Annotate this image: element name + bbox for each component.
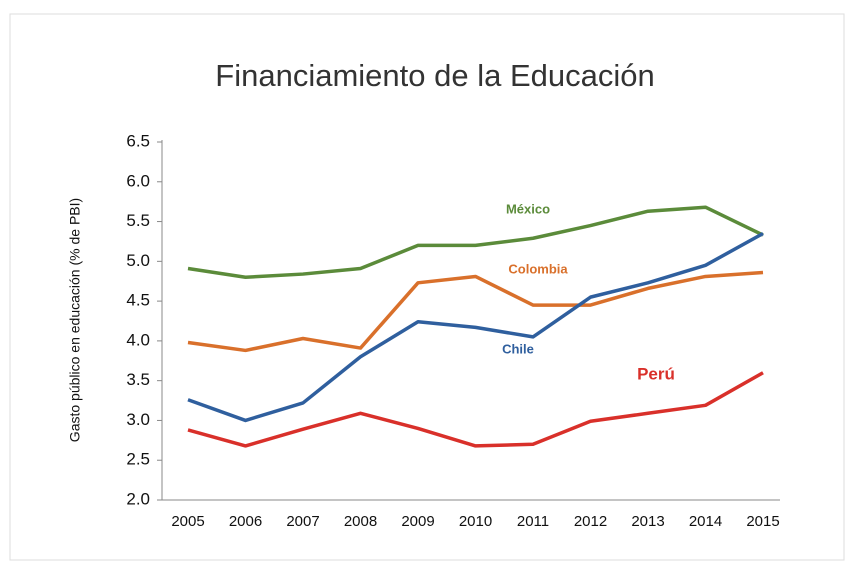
y-tick-label: 6.0 <box>126 171 150 190</box>
series-label: Colombia <box>508 261 568 276</box>
x-tick-label: 2010 <box>459 513 492 530</box>
series-line <box>187 231 764 423</box>
y-tick-label: 5.0 <box>126 251 150 270</box>
y-tick-label: 2.0 <box>126 489 150 508</box>
chart-frame <box>9 13 845 561</box>
series-line <box>187 270 764 353</box>
y-tick-label: 6.5 <box>126 131 150 150</box>
x-tick-label: 2005 <box>171 513 204 530</box>
y-axis-label: Gasto público en educación (% de PBI) <box>67 198 83 442</box>
x-tick-label: 2012 <box>574 513 607 530</box>
x-tick-label: 2015 <box>746 513 779 530</box>
x-tick-label: 2006 <box>229 513 262 530</box>
series-label: Chile <box>502 341 534 356</box>
x-tick-label: 2008 <box>344 513 377 530</box>
x-tick-label: 2013 <box>631 513 664 530</box>
series-line <box>187 371 764 448</box>
y-tick-label: 2.5 <box>126 450 150 469</box>
x-tick-label: 2011 <box>517 513 549 530</box>
chart-title: Financiamiento de la Educación <box>215 58 654 93</box>
series-label: México <box>506 201 550 216</box>
series-line <box>187 205 764 279</box>
series-label: Perú <box>637 364 675 383</box>
y-tick-label: 5.5 <box>126 211 150 230</box>
x-tick-label: 2007 <box>286 513 319 530</box>
x-tick-label: 2009 <box>401 513 434 530</box>
x-tick-label: 2014 <box>689 513 722 530</box>
y-tick-label: 3.0 <box>126 410 150 429</box>
y-tick-label: 4.5 <box>126 291 150 310</box>
y-tick-label: 4.0 <box>126 330 150 349</box>
y-tick-label: 3.5 <box>126 370 150 389</box>
